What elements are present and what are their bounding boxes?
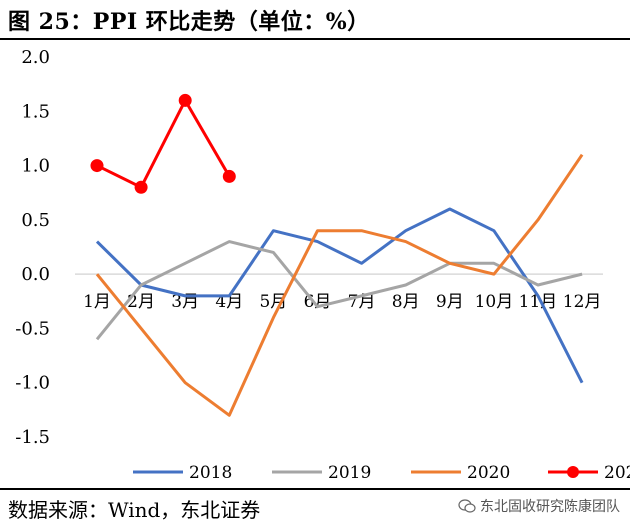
- y-tick-label: 0.5: [21, 210, 50, 231]
- chart-legend: 2018 2019 2020 2021: [133, 463, 630, 483]
- legend-item-2021: 2021: [548, 463, 630, 483]
- series-2020: [95, 153, 584, 417]
- x-tick-label: 8月: [392, 292, 420, 312]
- data-point-2021: [222, 169, 236, 183]
- legend-item-2020: 2020: [411, 463, 510, 483]
- y-tick-label: -0.5: [15, 318, 50, 339]
- legend-marker: [567, 466, 579, 478]
- series-line-2018: [95, 207, 584, 384]
- legend-label: 2018: [189, 463, 232, 483]
- series-layer: [90, 93, 584, 417]
- source-note: 数据来源：Wind，东北证券: [8, 498, 261, 522]
- series-line-2020: [95, 153, 584, 417]
- source-rule: [0, 488, 630, 490]
- x-tick-label: 11月: [519, 292, 558, 312]
- legend-item-2018: 2018: [133, 463, 232, 483]
- figure-title: 图 25：PPI 环比走势（单位：%）: [8, 9, 370, 35]
- wechat-icon: [458, 499, 476, 513]
- x-tick-label: 9月: [436, 292, 464, 312]
- x-tick-label: 2月: [127, 292, 155, 312]
- series-line-2021: [96, 98, 231, 189]
- y-axis: 2.0 1.5 1.0 0.5 0.0 -0.5 -1.0 -1.5: [15, 47, 50, 448]
- ppi-line-chart: 2.01.51.00.50.0-0.5-1.0-1.5 1月 2月 3月 4月 5月 6月…: [15, 47, 630, 483]
- watermark: 东北固收研究陈康团队: [458, 496, 620, 516]
- x-tick-label: 5月: [259, 292, 287, 312]
- series-2021: [90, 93, 236, 194]
- y-tick-label: -1.5: [15, 427, 50, 448]
- watermark-text: 东北固收研究陈康团队: [480, 499, 620, 515]
- y-tick-label: 1.0: [21, 156, 50, 177]
- legend-label: 2021: [604, 463, 630, 483]
- title-rule: [0, 38, 630, 40]
- y-tick-label: 0.0: [21, 264, 50, 285]
- data-point-2021: [134, 180, 148, 194]
- y-tick-label: -1.0: [15, 373, 50, 394]
- legend-label: 2020: [467, 463, 510, 483]
- x-tick-label: 1月: [83, 292, 111, 312]
- y-tick-label: 1.5: [21, 101, 50, 122]
- x-tick-label: 12月: [563, 292, 602, 312]
- x-tick-label: 10月: [475, 292, 514, 312]
- y-tick-label: 2.0: [21, 47, 50, 68]
- data-point-2021: [178, 93, 192, 107]
- legend-item-2019: 2019: [272, 463, 371, 483]
- data-point-2021: [90, 159, 104, 173]
- legend-label: 2019: [328, 463, 371, 483]
- series-2018: [95, 207, 584, 384]
